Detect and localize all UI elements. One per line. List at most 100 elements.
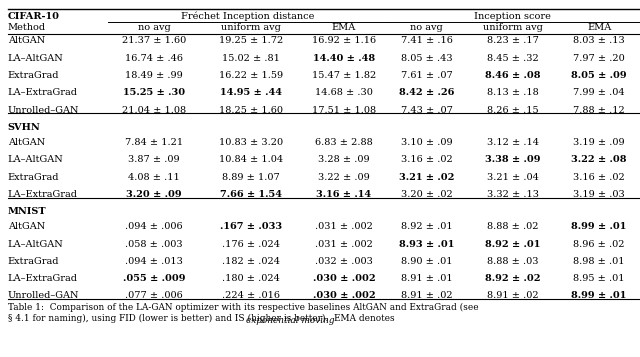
Text: 8.26 ± .15: 8.26 ± .15 (487, 106, 539, 115)
Text: MNIST: MNIST (8, 207, 46, 216)
Text: .167 ± .033: .167 ± .033 (220, 222, 282, 231)
Text: 15.02 ± .81: 15.02 ± .81 (222, 54, 280, 63)
Text: 8.95 ± .01: 8.95 ± .01 (573, 274, 625, 283)
Text: no avg: no avg (410, 23, 443, 32)
Text: 8.42 ± .26: 8.42 ± .26 (399, 89, 454, 97)
Text: 8.98 ± .01: 8.98 ± .01 (573, 257, 625, 266)
Text: 3.22 ± .09: 3.22 ± .09 (318, 173, 370, 182)
Text: EMA: EMA (587, 23, 611, 32)
Text: 7.43 ± .07: 7.43 ± .07 (401, 106, 452, 115)
Text: Unrolled–GAN: Unrolled–GAN (8, 291, 79, 301)
Text: .031 ± .002: .031 ± .002 (315, 240, 373, 248)
Text: 8.96 ± .02: 8.96 ± .02 (573, 240, 625, 248)
Text: LA–AltGAN: LA–AltGAN (8, 240, 63, 248)
Text: Fréchet Inception distance: Fréchet Inception distance (180, 12, 314, 21)
Text: ExtraGrad: ExtraGrad (8, 257, 59, 266)
Text: 8.99 ± .01: 8.99 ± .01 (572, 291, 627, 301)
Text: 8.92 ± .01: 8.92 ± .01 (401, 222, 452, 231)
Text: 14.95 ± .44: 14.95 ± .44 (220, 89, 282, 97)
Text: 3.22 ± .08: 3.22 ± .08 (572, 155, 627, 164)
Text: 8.45 ± .32: 8.45 ± .32 (487, 54, 539, 63)
Text: 3.12 ± .14: 3.12 ± .14 (487, 138, 539, 147)
Text: .176 ± .024: .176 ± .024 (222, 240, 280, 248)
Text: ExtraGrad: ExtraGrad (8, 71, 59, 80)
Text: 8.91 ± .02: 8.91 ± .02 (487, 291, 539, 301)
Text: 8.92 ± .01: 8.92 ± .01 (485, 240, 541, 248)
Text: 19.25 ± 1.72: 19.25 ± 1.72 (219, 36, 283, 45)
Text: .077 ± .006: .077 ± .006 (125, 291, 183, 301)
Text: .182 ± .024: .182 ± .024 (222, 257, 280, 266)
Text: 15.47 ± 1.82: 15.47 ± 1.82 (312, 71, 376, 80)
Text: LA–AltGAN: LA–AltGAN (8, 54, 63, 63)
Text: 8.91 ± .01: 8.91 ± .01 (401, 274, 452, 283)
Text: .055 ± .009: .055 ± .009 (123, 274, 186, 283)
Text: 8.23 ± .17: 8.23 ± .17 (487, 36, 539, 45)
Text: LA–ExtraGrad: LA–ExtraGrad (8, 89, 77, 97)
Text: LA–ExtraGrad: LA–ExtraGrad (8, 274, 77, 283)
Text: 7.99 ± .04: 7.99 ± .04 (573, 89, 625, 97)
Text: 16.22 ± 1.59: 16.22 ± 1.59 (219, 71, 283, 80)
Text: LA–ExtraGrad: LA–ExtraGrad (8, 190, 77, 199)
Text: 8.91 ± .02: 8.91 ± .02 (401, 291, 452, 301)
Text: AltGAN: AltGAN (8, 36, 45, 45)
Text: exponential moving: exponential moving (246, 316, 334, 326)
Text: 4.08 ± .11: 4.08 ± .11 (129, 173, 180, 182)
Text: 3.38 ± .09: 3.38 ± .09 (485, 155, 541, 164)
Text: 8.03 ± .13: 8.03 ± .13 (573, 36, 625, 45)
Text: 16.74 ± .46: 16.74 ± .46 (125, 54, 183, 63)
Text: 18.49 ± .99: 18.49 ± .99 (125, 71, 183, 80)
Text: Table 1:  Comparison of the LA-GAN optimizer with its respective baselines AltGA: Table 1: Comparison of the LA-GAN optimi… (8, 303, 478, 322)
Text: .058 ± .003: .058 ± .003 (125, 240, 183, 248)
Text: 7.97 ± .20: 7.97 ± .20 (573, 54, 625, 63)
Text: 3.16 ± .14: 3.16 ± .14 (316, 190, 371, 199)
Text: ExtraGrad: ExtraGrad (8, 173, 59, 182)
Text: .031 ± .002: .031 ± .002 (315, 222, 373, 231)
Text: 3.87 ± .09: 3.87 ± .09 (129, 155, 180, 164)
Text: LA–AltGAN: LA–AltGAN (8, 155, 63, 164)
Text: uniform avg: uniform avg (221, 23, 281, 32)
Text: 21.04 ± 1.08: 21.04 ± 1.08 (122, 106, 186, 115)
Text: 3.19 ± .03: 3.19 ± .03 (573, 190, 625, 199)
Text: 8.92 ± .02: 8.92 ± .02 (485, 274, 541, 283)
Text: 8.99 ± .01: 8.99 ± .01 (572, 222, 627, 231)
Text: 8.88 ± .03: 8.88 ± .03 (487, 257, 539, 266)
Text: 8.13 ± .18: 8.13 ± .18 (487, 89, 539, 97)
Text: 8.46 ± .08: 8.46 ± .08 (485, 71, 541, 80)
Text: 3.28 ± .09: 3.28 ± .09 (318, 155, 370, 164)
Text: 3.20 ± .02: 3.20 ± .02 (401, 190, 452, 199)
Text: .094 ± .006: .094 ± .006 (125, 222, 183, 231)
Text: 7.88 ± .12: 7.88 ± .12 (573, 106, 625, 115)
Text: Method: Method (8, 23, 46, 32)
Text: 17.51 ± 1.08: 17.51 ± 1.08 (312, 106, 376, 115)
Text: 7.84 ± 1.21: 7.84 ± 1.21 (125, 138, 183, 147)
Text: 8.89 ± 1.07: 8.89 ± 1.07 (222, 173, 280, 182)
Text: 10.83 ± 3.20: 10.83 ± 3.20 (219, 138, 283, 147)
Text: 8.05 ± .43: 8.05 ± .43 (401, 54, 452, 63)
Text: SVHN: SVHN (8, 123, 40, 132)
Text: .180 ± .024: .180 ± .024 (222, 274, 280, 283)
Text: .030 ± .002: .030 ± .002 (312, 291, 375, 301)
Text: 18.25 ± 1.60: 18.25 ± 1.60 (219, 106, 283, 115)
Text: uniform avg: uniform avg (483, 23, 543, 32)
Text: 7.61 ± .07: 7.61 ± .07 (401, 71, 452, 80)
Text: 8.05 ± .09: 8.05 ± .09 (572, 71, 627, 80)
Text: 3.16 ± .02: 3.16 ± .02 (401, 155, 452, 164)
Text: Unrolled–GAN: Unrolled–GAN (8, 106, 79, 115)
Text: .094 ± .013: .094 ± .013 (125, 257, 183, 266)
Text: 8.90 ± .01: 8.90 ± .01 (401, 257, 452, 266)
Text: 14.40 ± .48: 14.40 ± .48 (313, 54, 375, 63)
Text: 14.68 ± .30: 14.68 ± .30 (315, 89, 373, 97)
Text: CIFAR-10: CIFAR-10 (8, 12, 60, 21)
Text: 7.41 ± .16: 7.41 ± .16 (401, 36, 452, 45)
Text: AltGAN: AltGAN (8, 138, 45, 147)
Text: 3.16 ± .02: 3.16 ± .02 (573, 173, 625, 182)
Text: 8.88 ± .02: 8.88 ± .02 (487, 222, 539, 231)
Text: 10.84 ± 1.04: 10.84 ± 1.04 (219, 155, 283, 164)
Text: .030 ± .002: .030 ± .002 (312, 274, 375, 283)
Text: 6.83 ± 2.88: 6.83 ± 2.88 (315, 138, 372, 147)
Text: 3.19 ± .09: 3.19 ± .09 (573, 138, 625, 147)
Text: .224 ± .016: .224 ± .016 (222, 291, 280, 301)
Text: .032 ± .003: .032 ± .003 (315, 257, 373, 266)
Text: 3.21 ± .04: 3.21 ± .04 (487, 173, 539, 182)
Text: 3.32 ± .13: 3.32 ± .13 (487, 190, 539, 199)
